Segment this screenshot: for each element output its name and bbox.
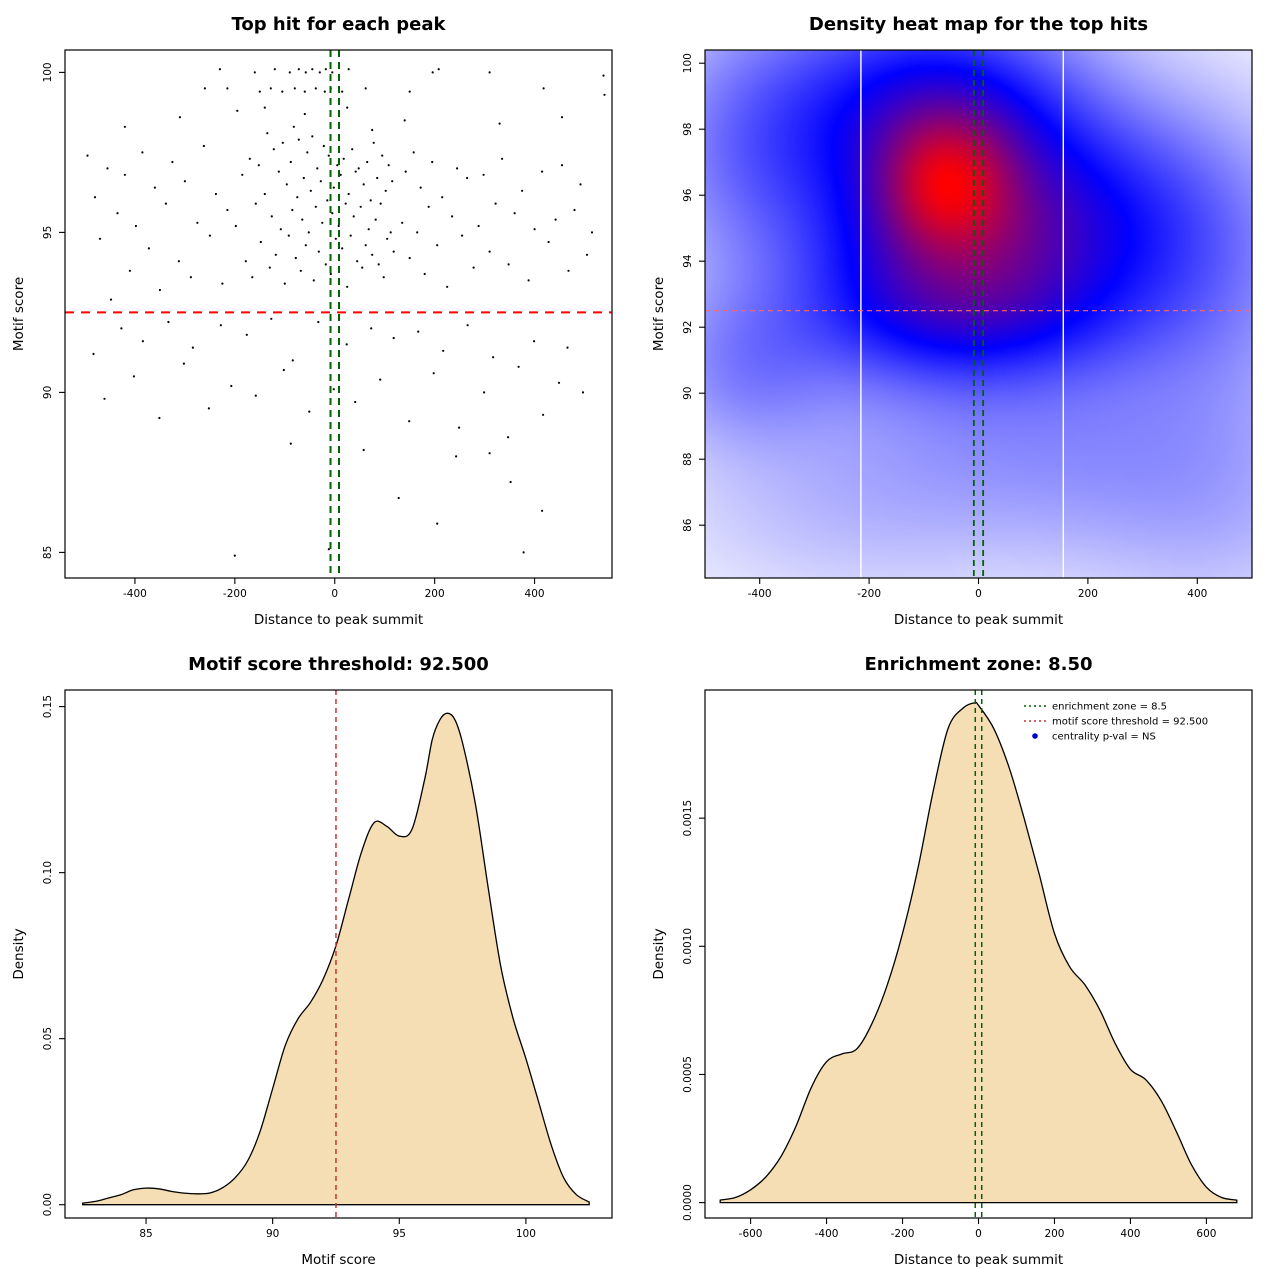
y-tick-label: 0.05 <box>42 1027 54 1050</box>
x-tick-label: -400 <box>748 588 772 600</box>
x-tick-label: 90 <box>266 1228 279 1240</box>
y-tick-label: 96 <box>682 188 694 202</box>
x-tick-label: 95 <box>393 1228 406 1240</box>
x-tick-label: -400 <box>123 588 147 600</box>
y-tick-label: 0.0015 <box>682 800 694 837</box>
x-tick-label: 85 <box>139 1228 152 1240</box>
x-axis-label: Distance to peak summit <box>894 1252 1063 1268</box>
enrichment-zone-density-panel: Enrichment zone: 8.50 -600 -400 -200 0 200 40… <box>640 640 1280 1280</box>
y-tick-label: 95 <box>42 226 54 239</box>
x-axis-label: Motif score <box>301 1252 375 1268</box>
x-axis-label: Distance to peak summit <box>894 612 1063 628</box>
scatter-panel: Top hit for each peak -400 -200 0 200 400 85 9… <box>0 0 640 640</box>
plot-box <box>64 689 613 1219</box>
y-tick-label: 98 <box>682 123 694 136</box>
x-tick-label: 0 <box>331 588 338 600</box>
scatter-title: Top hit for each peak <box>231 14 446 35</box>
x-tick-label: 600 <box>1196 1228 1216 1240</box>
x-tick-label: -200 <box>857 588 881 600</box>
y-tick-label: 0.0005 <box>682 1056 694 1093</box>
density-curve <box>82 712 590 1206</box>
heatmap-plot: -400 -200 0 200 400 86 88 90 92 94 96 98 100 Distance… <box>651 49 1253 628</box>
y-tick-label: 0.10 <box>42 861 54 884</box>
y-tick-label: 0.0000 <box>682 1184 694 1221</box>
heatmap-panel: Density heat map for the top hits -400 -2… <box>640 0 1280 640</box>
legend-point-sample <box>1032 733 1038 739</box>
heatmap-title: Density heat map for the top hits <box>808 14 1149 35</box>
scatter-points <box>86 68 606 557</box>
motif-score-density-plot: 85 90 95 100 0.00 0.05 0.10 0.15 Motif score Dens… <box>11 689 613 1268</box>
y-tick-label: 92 <box>682 321 694 334</box>
y-tick-label: 94 <box>682 254 694 268</box>
x-tick-label: 400 <box>1120 1228 1140 1240</box>
legend-label: enrichment zone = 8.5 <box>1052 702 1167 713</box>
x-tick-label: 200 <box>1078 588 1098 600</box>
y-axis-label: Motif score <box>651 277 667 351</box>
x-tick-label: -400 <box>815 1228 839 1240</box>
y-axis-label: Motif score <box>11 277 27 351</box>
x-tick-label: -200 <box>891 1228 915 1240</box>
y-tick-label: 85 <box>42 546 54 559</box>
plot-box <box>704 49 1253 579</box>
y-tick-label: 0.0010 <box>682 928 694 965</box>
y-tick-label: 90 <box>682 387 694 400</box>
y-tick-label: 88 <box>682 453 694 466</box>
x-tick-label: 0 <box>975 1228 982 1240</box>
motif-score-density-title: Motif score threshold: 92.500 <box>188 654 489 675</box>
y-axis-label: Density <box>651 928 667 979</box>
motif-score-density-panel: Motif score threshold: 92.500 85 90 95 100 0… <box>0 640 640 1280</box>
x-tick-label: 0 <box>975 588 982 600</box>
x-tick-label: 200 <box>425 588 445 600</box>
x-tick-label: 400 <box>525 588 545 600</box>
plot-box <box>704 689 1253 1219</box>
y-axis-label: Density <box>11 928 27 979</box>
plot-box <box>64 49 613 579</box>
x-tick-label: 200 <box>1044 1228 1064 1240</box>
x-tick-label: 400 <box>1187 588 1207 600</box>
y-tick-label: 100 <box>682 53 694 73</box>
x-tick-label: 100 <box>516 1228 536 1240</box>
density-heatmap-image <box>705 50 1252 578</box>
x-axis-label: Distance to peak summit <box>254 612 423 628</box>
y-tick-label: 86 <box>682 518 694 532</box>
y-tick-label: 90 <box>42 386 54 399</box>
enrichment-zone-density-plot: -600 -400 -200 0 200 400 600 0.0000 0.0005 0.0010… <box>651 689 1253 1268</box>
enrichment-zone-density-title: Enrichment zone: 8.50 <box>864 654 1093 675</box>
legend-label: motif score threshold = 92.500 <box>1052 717 1208 728</box>
y-tick-label: 100 <box>42 62 54 82</box>
legend-label: centrality p-val = NS <box>1052 732 1156 743</box>
y-tick-label: 0.00 <box>42 1193 54 1216</box>
x-tick-label: -200 <box>223 588 247 600</box>
y-tick-label: 0.15 <box>42 695 54 718</box>
scatter-plot: -400 -200 0 200 400 85 90 95 100 Distance to peak… <box>11 49 613 628</box>
x-tick-label: -600 <box>739 1228 763 1240</box>
density-curve <box>719 701 1238 1204</box>
